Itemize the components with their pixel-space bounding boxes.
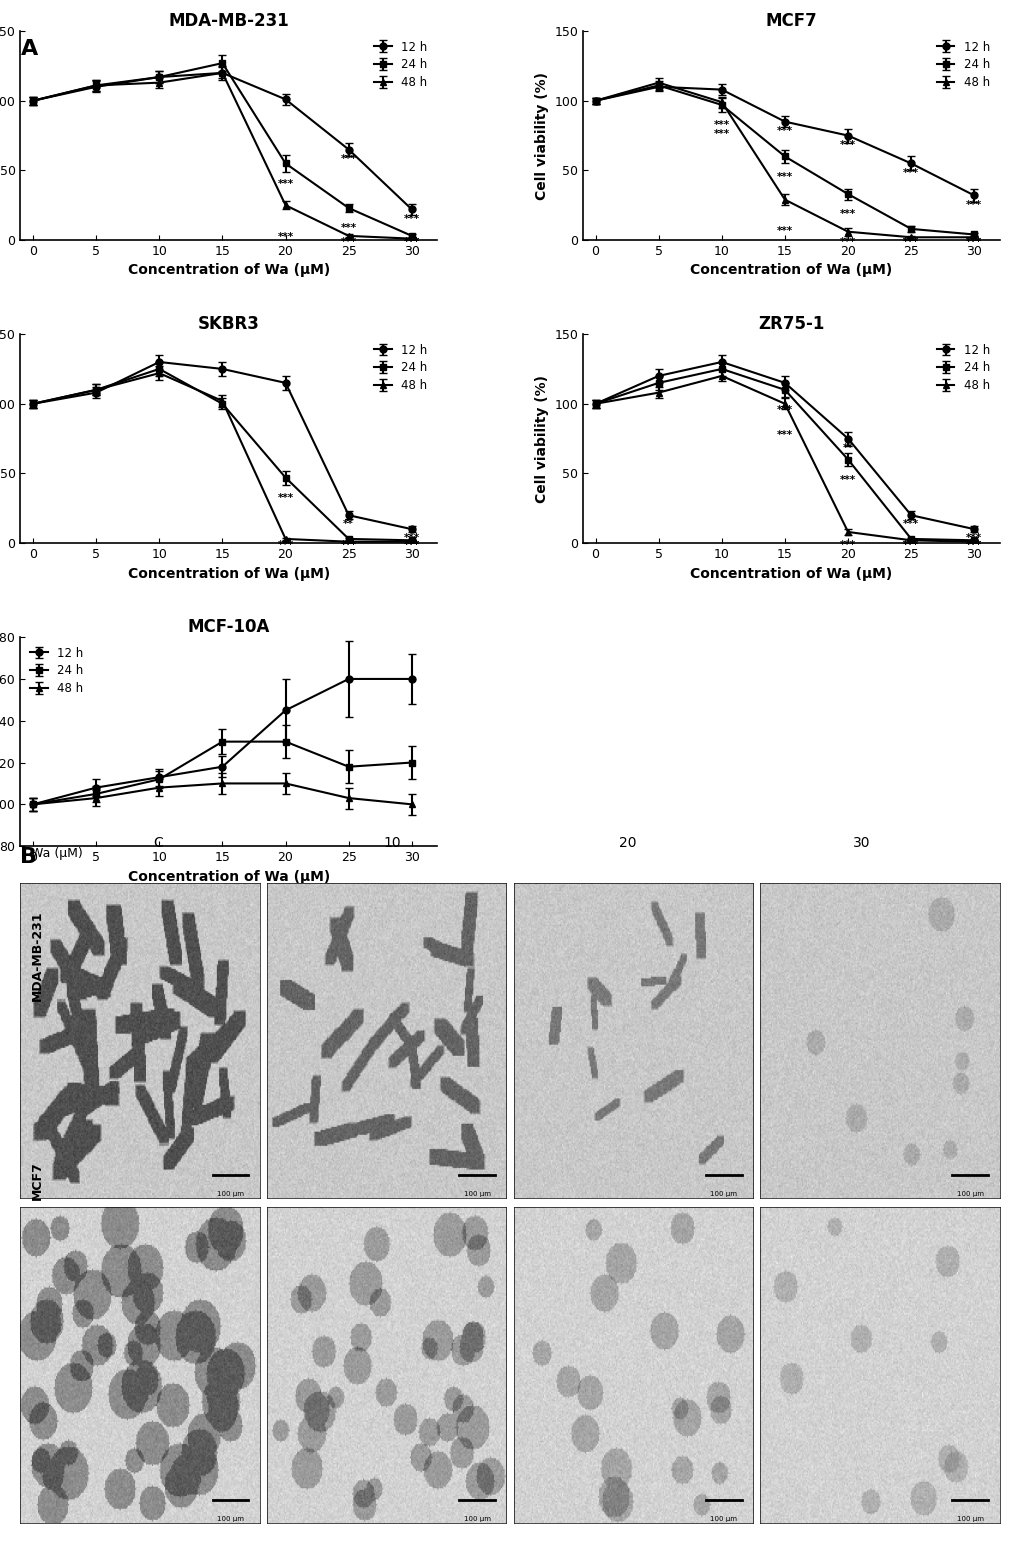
X-axis label: Concentration of Wa (μM): Concentration of Wa (μM) (690, 264, 892, 278)
Text: ***: *** (404, 213, 420, 224)
Text: ***: *** (340, 238, 357, 247)
Y-axis label: Cell viability (%): Cell viability (%) (534, 71, 548, 199)
Text: ***: *** (840, 210, 855, 219)
Title: MCF7: MCF7 (764, 11, 816, 30)
Text: 100 μm: 100 μm (463, 1190, 490, 1197)
Text: ***: *** (776, 227, 792, 236)
Text: A: A (20, 39, 38, 59)
Text: ***: *** (340, 541, 357, 550)
X-axis label: Concentration of Wa (μM): Concentration of Wa (μM) (127, 264, 329, 278)
Text: ***: *** (902, 519, 918, 530)
Text: C: C (153, 836, 163, 850)
Text: ***: *** (776, 406, 792, 415)
Text: ***: *** (902, 541, 918, 550)
Y-axis label: Cell viability (%): Cell viability (%) (534, 375, 548, 502)
Text: ***: *** (965, 238, 981, 247)
Legend: 12 h, 24 h, 48 h: 12 h, 24 h, 48 h (370, 340, 431, 396)
Text: ***: *** (965, 533, 981, 544)
Text: ***: *** (776, 126, 792, 135)
Text: ***: *** (902, 168, 918, 177)
Text: ***: *** (713, 129, 730, 138)
Text: ***: *** (902, 238, 918, 247)
Legend: 12 h, 24 h, 48 h: 12 h, 24 h, 48 h (26, 643, 87, 699)
Text: ***: *** (965, 199, 981, 210)
Text: ***: *** (713, 120, 730, 131)
Text: MCF7: MCF7 (31, 1162, 44, 1200)
Text: **: ** (343, 519, 354, 530)
Text: ***: *** (404, 533, 420, 544)
Text: 100 μm: 100 μm (217, 1515, 244, 1521)
Text: MDA-MB-231: MDA-MB-231 (31, 911, 44, 1001)
Text: ***: *** (840, 140, 855, 149)
Text: 30: 30 (852, 836, 870, 850)
Text: ***: *** (776, 172, 792, 182)
Legend: 12 h, 24 h, 48 h: 12 h, 24 h, 48 h (932, 340, 993, 396)
Text: 100 μm: 100 μm (709, 1515, 737, 1521)
Text: ***: *** (840, 541, 855, 550)
Legend: 12 h, 24 h, 48 h: 12 h, 24 h, 48 h (932, 37, 993, 93)
Text: 10: 10 (383, 836, 401, 850)
Text: ***: *** (902, 541, 918, 550)
Title: ZR75-1: ZR75-1 (757, 314, 823, 333)
Text: ***: *** (902, 238, 918, 247)
Text: 100 μm: 100 μm (709, 1190, 737, 1197)
Text: 100 μm: 100 μm (956, 1190, 982, 1197)
Text: **: ** (842, 443, 853, 452)
Text: ***: *** (277, 541, 293, 550)
Text: ***: *** (965, 541, 981, 550)
Text: ***: *** (840, 476, 855, 485)
Title: MCF-10A: MCF-10A (187, 617, 270, 636)
Text: ***: *** (965, 541, 981, 550)
Legend: 12 h, 24 h, 48 h: 12 h, 24 h, 48 h (370, 37, 431, 93)
Text: B: B (20, 847, 38, 867)
Text: 100 μm: 100 μm (217, 1190, 244, 1197)
X-axis label: Concentration of Wa (μM): Concentration of Wa (μM) (127, 870, 329, 884)
Text: 20: 20 (618, 836, 636, 850)
Text: ***: *** (404, 238, 420, 247)
Text: ***: *** (965, 238, 981, 247)
Text: ***: *** (404, 238, 420, 247)
Text: 100 μm: 100 μm (956, 1515, 982, 1521)
Text: ***: *** (404, 541, 420, 550)
Title: SKBR3: SKBR3 (198, 314, 260, 333)
Text: 100 μm: 100 μm (463, 1515, 490, 1521)
Text: ***: *** (277, 493, 293, 503)
Text: ***: *** (840, 238, 855, 247)
Text: Wa (μM): Wa (μM) (31, 847, 83, 859)
X-axis label: Concentration of Wa (μM): Concentration of Wa (μM) (127, 567, 329, 581)
Text: ***: *** (340, 541, 357, 550)
X-axis label: Concentration of Wa (μM): Concentration of Wa (μM) (690, 567, 892, 581)
Text: ***: *** (277, 232, 293, 242)
Text: ***: *** (776, 430, 792, 440)
Text: ***: *** (277, 179, 293, 188)
Text: ***: *** (340, 154, 357, 163)
Text: ***: *** (340, 224, 357, 233)
Text: ***: *** (404, 541, 420, 550)
Title: MDA-MB-231: MDA-MB-231 (168, 11, 288, 30)
